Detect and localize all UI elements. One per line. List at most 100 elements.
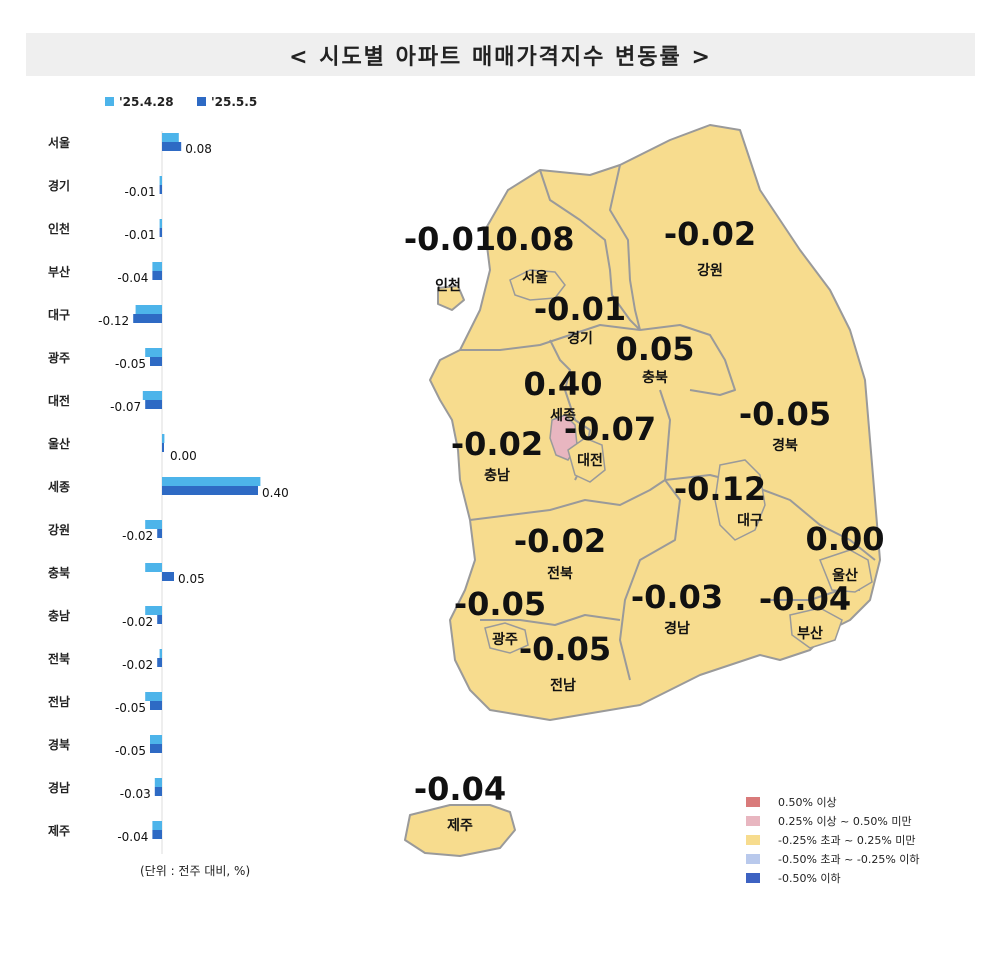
- category-label: 광주: [48, 350, 70, 365]
- bar-curr: [162, 572, 174, 581]
- legend-item: -0.50% 이하: [746, 868, 920, 887]
- legend-color-swatch: [746, 815, 760, 826]
- data-label: -0.04: [117, 271, 148, 285]
- title-bar: < 시도별 아파트 매매가격지수 변동률 >: [26, 33, 975, 76]
- category-label: 충남: [48, 608, 70, 623]
- data-label: -0.05: [115, 744, 146, 758]
- legend-item-label: 0.50% 이상: [778, 795, 837, 809]
- map-value-label: -0.04: [414, 770, 506, 808]
- category-label: 전북: [48, 651, 70, 666]
- incheon-island: [437, 285, 465, 311]
- bar-prev: [145, 606, 162, 615]
- category-label: 부산: [48, 264, 70, 279]
- daegu-region: [714, 459, 766, 541]
- bar-curr: [150, 357, 162, 366]
- map-region-label: 충남: [484, 467, 510, 484]
- data-label: -0.03: [120, 787, 151, 801]
- map-value-label: 0.40: [524, 365, 603, 403]
- legend-label: '25.5.5: [211, 95, 257, 109]
- legend-color-swatch: [746, 796, 760, 807]
- bar-curr: [162, 443, 164, 452]
- legend-color-swatch: [746, 872, 760, 883]
- ulsan-region: [819, 549, 873, 593]
- data-label: -0.01: [125, 228, 156, 242]
- map-value-label: -0.04: [759, 580, 851, 618]
- bar-prev: [145, 563, 162, 572]
- legend-swatch: [197, 97, 206, 106]
- bar-curr: [157, 658, 162, 667]
- bar-prev: [135, 305, 162, 314]
- category-label: 대전: [48, 393, 70, 408]
- map-region-label: 대전: [577, 452, 603, 469]
- legend-item: 0.50% 이상: [746, 792, 920, 811]
- bar-prev: [145, 520, 162, 529]
- map-region-label: 대구: [737, 513, 763, 529]
- bar-curr: [154, 787, 162, 796]
- legend-label: '25.4.28: [119, 95, 174, 109]
- category-label: 서울: [48, 135, 70, 150]
- map-region-label: 충북: [642, 370, 668, 386]
- map-region-label: 강원: [697, 262, 723, 279]
- data-label: -0.05: [115, 357, 146, 371]
- map-value-label: -0.05: [454, 585, 546, 623]
- category-label: 충북: [48, 565, 70, 580]
- bar-prev: [152, 821, 162, 830]
- category-label: 제주: [48, 824, 70, 838]
- bar-curr: [159, 228, 162, 237]
- bar-curr: [157, 615, 162, 624]
- data-label: 0.00: [170, 449, 197, 463]
- legend-item: 0.25% 이상 ~ 0.50% 미만: [746, 811, 920, 830]
- map-value-label: 0.00: [806, 520, 885, 558]
- legend-swatch: [105, 97, 114, 106]
- map-region-label: 전남: [550, 677, 576, 694]
- bar-prev: [159, 649, 162, 658]
- data-label: -0.04: [117, 830, 148, 844]
- data-label: -0.12: [98, 314, 129, 328]
- jeju-region: [404, 804, 516, 857]
- map-region-label: 경북: [772, 437, 798, 454]
- unit-note: (단위 : 전주 대비, %): [140, 864, 251, 878]
- bar-curr: [152, 830, 162, 839]
- map-value-label: 0.05: [616, 330, 695, 368]
- data-label: 0.05: [178, 572, 205, 586]
- legend-color-swatch: [746, 853, 760, 864]
- bar-curr: [157, 529, 162, 538]
- bar-chart: '25.4.28 '25.5.5 서울 0.08 경기 -0.01 인천 -0.01 부산 -0.…: [48, 95, 289, 854]
- bar-curr: [145, 400, 162, 409]
- map-region-label: 인천: [435, 277, 461, 294]
- map-value-label: -0.03: [631, 578, 723, 616]
- bar-curr: [162, 142, 182, 151]
- category-label: 대구: [48, 308, 70, 322]
- map-value-label: -0.01: [404, 220, 496, 258]
- data-label: -0.01: [125, 185, 156, 199]
- map-region-label: 울산: [832, 567, 858, 584]
- category-label: 경북: [48, 738, 70, 752]
- category-label: 울산: [48, 436, 70, 451]
- daejeon-region: [567, 437, 606, 483]
- bar-curr: [150, 744, 162, 753]
- legend-item-label: -0.50% 이하: [778, 871, 841, 885]
- bar-curr: [152, 271, 162, 280]
- bar-prev: [159, 176, 162, 185]
- map-legend: 0.50% 이상 0.25% 이상 ~ 0.50% 미만 -0.25% 초과 ~ 0…: [746, 792, 920, 887]
- legend-item-label: -0.50% 초과 ~ -0.25% 이하: [778, 852, 920, 866]
- chart-legend: '25.4.28 '25.5.5: [105, 95, 257, 109]
- bar-prev: [159, 219, 162, 228]
- map-value-label: -0.05: [739, 395, 831, 433]
- category-label: 강원: [48, 523, 70, 537]
- map-region-label: 부산: [797, 625, 823, 642]
- gwangju-region: [484, 622, 529, 654]
- data-label: 0.08: [185, 142, 212, 156]
- data-label: -0.02: [122, 529, 153, 543]
- bar-prev: [142, 391, 162, 400]
- data-label: -0.02: [122, 658, 153, 672]
- bar-prev: [162, 477, 261, 486]
- category-label: 경기: [48, 178, 70, 193]
- map-value-label: -0.05: [519, 630, 611, 668]
- map-region-label: 경남: [664, 620, 690, 637]
- map-region-label: 광주: [492, 631, 518, 648]
- map-region-label: 세종: [550, 408, 576, 424]
- legend-item-label: 0.25% 이상 ~ 0.50% 미만: [778, 814, 912, 828]
